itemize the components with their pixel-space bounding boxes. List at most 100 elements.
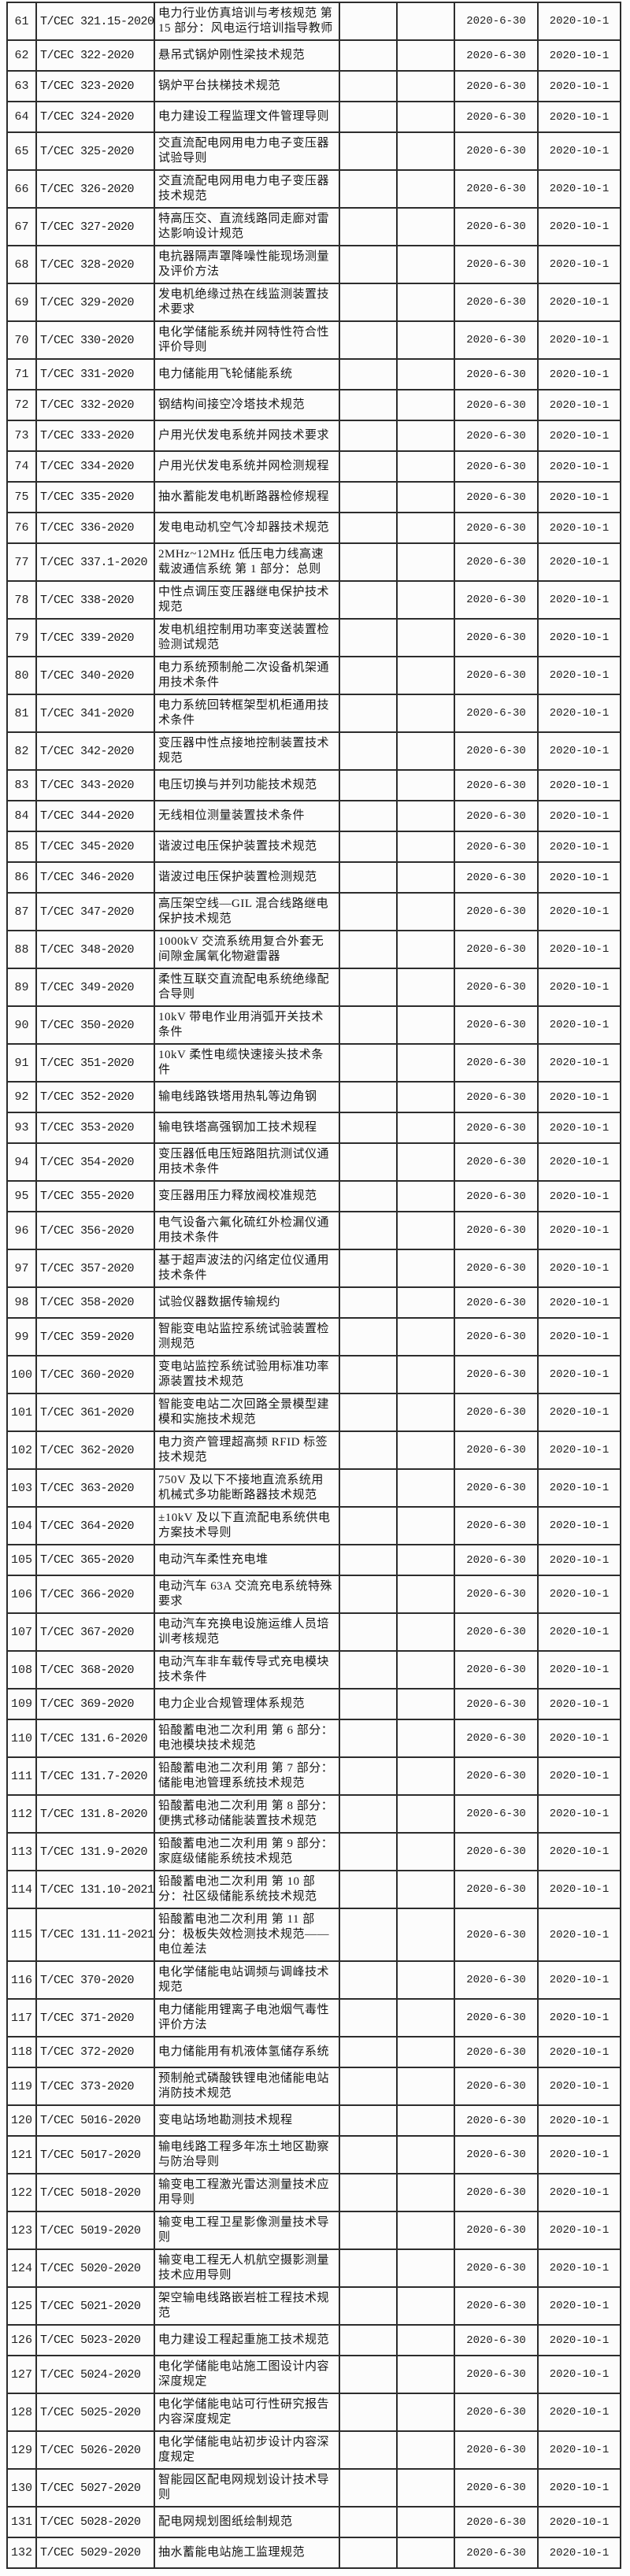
standards-table: 61 T/CEC 321.15-2020 电力行业仿真培训与考核规范 第 15 … bbox=[6, 2, 621, 2569]
row-number: 107 bbox=[6, 1612, 37, 1652]
implementation-date: 2020-10-1 bbox=[537, 1081, 621, 1113]
implementation-date: 2020-10-1 bbox=[537, 1544, 621, 1576]
table-row: 84 T/CEC 344-2020 无线相位测量装置技术条件 2020-6-30… bbox=[6, 800, 621, 832]
standard-code: T/CEC 131.7-2020 bbox=[35, 1756, 155, 1796]
standard-name: 变电站监控系统试验用标准功率源装置技术规范 bbox=[154, 1355, 340, 1394]
empty-cell bbox=[396, 1081, 455, 1113]
standard-code: T/CEC 337.1-2020 bbox=[35, 542, 155, 582]
standard-name: 输电线路铁塔用热轧等边角钢 bbox=[154, 1081, 340, 1113]
empty-cell bbox=[396, 1998, 455, 2037]
standard-code: T/CEC 370-2020 bbox=[35, 1960, 155, 2000]
empty-cell bbox=[339, 1180, 398, 1212]
row-number: 115 bbox=[6, 1908, 37, 1962]
standard-code: T/CEC 373-2020 bbox=[35, 2067, 155, 2106]
implementation-date: 2020-10-1 bbox=[537, 968, 621, 1007]
table-row: 106 T/CEC 366-2020 电动汽车 63A 交流充电系统特殊要求 2… bbox=[6, 1575, 621, 1614]
standard-code: T/CEC 5021-2020 bbox=[35, 2286, 155, 2326]
approval-date: 2020-6-30 bbox=[454, 1908, 539, 1962]
empty-cell bbox=[339, 1112, 398, 1144]
row-number: 119 bbox=[6, 2067, 37, 2106]
approval-date: 2020-6-30 bbox=[454, 389, 539, 421]
empty-cell bbox=[396, 2248, 455, 2288]
implementation-date: 2020-10-1 bbox=[537, 481, 621, 513]
empty-cell bbox=[396, 694, 455, 733]
row-number: 90 bbox=[6, 1005, 37, 1045]
implementation-date: 2020-10-1 bbox=[537, 131, 621, 171]
implementation-date: 2020-10-1 bbox=[537, 512, 621, 544]
empty-cell bbox=[396, 420, 455, 452]
table-row: 114 T/CEC 131.10-2021 铅酸蓄电池二次利用 第 10 部分：… bbox=[6, 1870, 621, 1909]
standard-name: 中性点调压变压器继电保护技术规范 bbox=[154, 580, 340, 620]
table-row: 94 T/CEC 354-2020 变压器低电压短路阻抗测试仪通用技术条件 20… bbox=[6, 1142, 621, 1182]
implementation-date: 2020-10-1 bbox=[537, 1870, 621, 1909]
empty-cell bbox=[396, 320, 455, 360]
empty-cell bbox=[396, 283, 455, 322]
approval-date: 2020-6-30 bbox=[454, 968, 539, 1007]
standard-code: T/CEC 368-2020 bbox=[35, 1650, 155, 1690]
approval-date: 2020-6-30 bbox=[454, 1112, 539, 1144]
empty-cell bbox=[339, 283, 398, 322]
empty-cell bbox=[339, 542, 398, 582]
table-row: 111 T/CEC 131.7-2020 铅酸蓄电池二次利用 第 7 部分：储能… bbox=[6, 1756, 621, 1796]
approval-date: 2020-6-30 bbox=[454, 70, 539, 102]
standard-name: 输电线路工程多年冻土地区勘察与防治导则 bbox=[154, 2135, 340, 2174]
implementation-date: 2020-10-1 bbox=[537, 1180, 621, 1212]
table-row: 85 T/CEC 345-2020 谐波过电压保护装置技术规范 2020-6-3… bbox=[6, 831, 621, 863]
approval-date: 2020-6-30 bbox=[454, 1393, 539, 1432]
empty-cell bbox=[396, 1794, 455, 1834]
table-row: 98 T/CEC 358-2020 试验仪器数据传输规约 2020-6-30 2… bbox=[6, 1286, 621, 1319]
table-row: 78 T/CEC 338-2020 中性点调压变压器继电保护技术规范 2020-… bbox=[6, 580, 621, 620]
table-row: 70 T/CEC 330-2020 电化学储能系统并网特性符合性评价导则 202… bbox=[6, 320, 621, 360]
implementation-date: 2020-10-1 bbox=[537, 2135, 621, 2174]
approval-date: 2020-6-30 bbox=[454, 1005, 539, 1045]
approval-date: 2020-6-30 bbox=[454, 512, 539, 544]
empty-cell bbox=[396, 512, 455, 544]
empty-cell bbox=[396, 1112, 455, 1144]
standard-code: T/CEC 329-2020 bbox=[35, 283, 155, 322]
table-row: 68 T/CEC 328-2020 电抗器隔声罩降噪性能现场测量及评价方法 20… bbox=[6, 245, 621, 284]
implementation-date: 2020-10-1 bbox=[537, 2355, 621, 2394]
implementation-date: 2020-10-1 bbox=[537, 2430, 621, 2470]
implementation-date: 2020-10-1 bbox=[537, 1832, 621, 1871]
standard-code: T/CEC 333-2020 bbox=[35, 420, 155, 452]
standard-name: 铅酸蓄电池二次利用 第 8 部分：便携式移动储能装置技术规范 bbox=[154, 1794, 340, 1834]
approval-date: 2020-6-30 bbox=[454, 2248, 539, 2288]
approval-date: 2020-6-30 bbox=[454, 1355, 539, 1394]
standard-code: T/CEC 5019-2020 bbox=[35, 2211, 155, 2250]
implementation-date: 2020-10-1 bbox=[537, 2324, 621, 2356]
implementation-date: 2020-10-1 bbox=[537, 1355, 621, 1394]
implementation-date: 2020-10-1 bbox=[537, 1719, 621, 1758]
empty-cell bbox=[396, 542, 455, 582]
approval-date: 2020-6-30 bbox=[454, 1960, 539, 2000]
approval-date: 2020-6-30 bbox=[454, 1430, 539, 1470]
standard-code: T/CEC 5020-2020 bbox=[35, 2248, 155, 2288]
implementation-date: 2020-10-1 bbox=[537, 2, 621, 41]
standard-name: 750V 及以下不接地直流系统用机械式多功能断路器技术规范 bbox=[154, 1468, 340, 1508]
standard-name: 输变电工程卫星影像测量技术导则 bbox=[154, 2211, 340, 2250]
empty-cell bbox=[396, 1468, 455, 1508]
table-row: 74 T/CEC 334-2020 户用光伏发电系统并网检测规程 2020-6-… bbox=[6, 450, 621, 483]
row-number: 86 bbox=[6, 861, 37, 894]
implementation-date: 2020-10-1 bbox=[537, 1998, 621, 2037]
row-number: 75 bbox=[6, 481, 37, 513]
approval-date: 2020-6-30 bbox=[454, 1506, 539, 1545]
implementation-date: 2020-10-1 bbox=[537, 2537, 621, 2569]
implementation-date: 2020-10-1 bbox=[537, 320, 621, 360]
implementation-date: 2020-10-1 bbox=[537, 1468, 621, 1508]
table-row: 75 T/CEC 335-2020 抽水蓄能发电机断路器检修规程 2020-6-… bbox=[6, 481, 621, 513]
implementation-date: 2020-10-1 bbox=[537, 2067, 621, 2106]
standard-name: 发电机绝缘过热在线监测装置技术要求 bbox=[154, 283, 340, 322]
row-number: 88 bbox=[6, 930, 37, 969]
table-row: 95 T/CEC 355-2020 变压器用压力释放阀校准规范 2020-6-3… bbox=[6, 1180, 621, 1212]
empty-cell bbox=[339, 1005, 398, 1045]
table-row: 81 T/CEC 341-2020 电力系统回转框架型机柜通用技术条件 2020… bbox=[6, 694, 621, 733]
row-number: 109 bbox=[6, 1688, 37, 1720]
empty-cell bbox=[396, 2211, 455, 2250]
row-number: 66 bbox=[6, 169, 37, 209]
standard-code: T/CEC 357-2020 bbox=[35, 1249, 155, 1288]
table-row: 102 T/CEC 362-2020 电力资产管理超高频 RFID 标签技术规范… bbox=[6, 1430, 621, 1470]
standard-name: 电力储能用飞轮储能系统 bbox=[154, 358, 340, 390]
table-row: 125 T/CEC 5021-2020 架空输电线路嵌岩桩工程技术规范 2020… bbox=[6, 2286, 621, 2326]
approval-date: 2020-6-30 bbox=[454, 1794, 539, 1834]
